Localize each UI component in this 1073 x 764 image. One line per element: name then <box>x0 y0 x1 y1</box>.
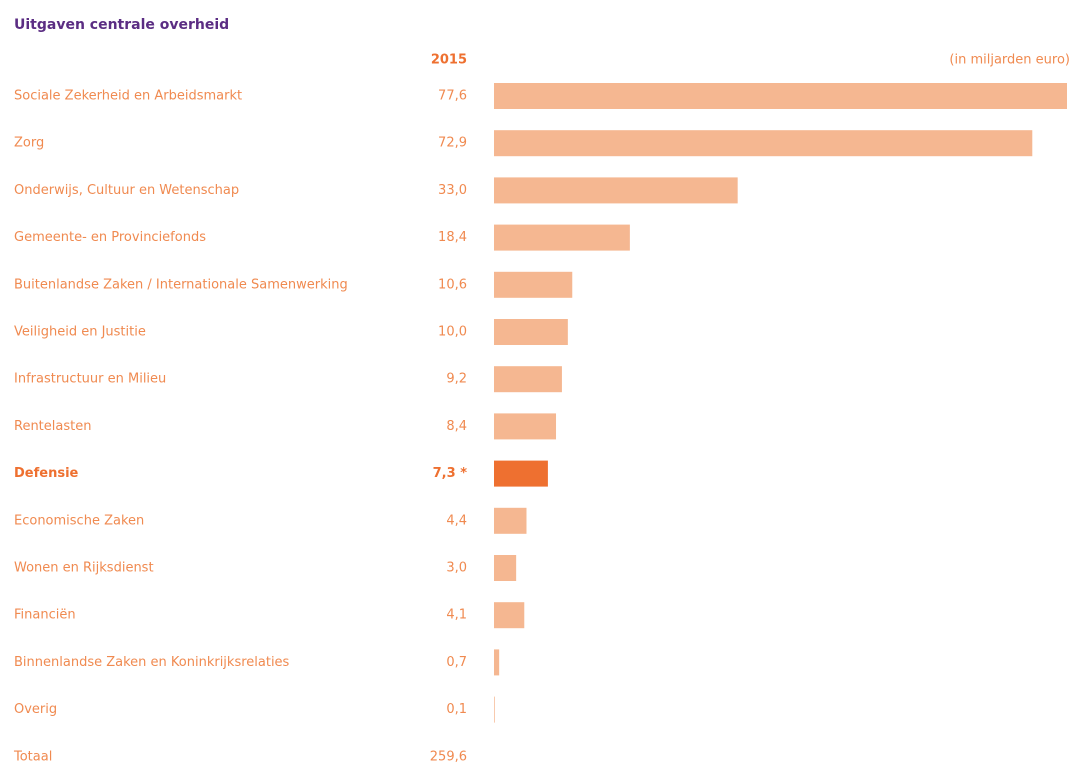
unit-label: (in miljarden euro) <box>949 53 1070 68</box>
value-label: 9,2 <box>446 372 467 387</box>
bar <box>494 413 557 440</box>
value-label: 3,0 <box>446 561 467 576</box>
value-label: 8,4 <box>446 419 467 434</box>
category-label: Gemeente- en Provinciefonds <box>14 230 206 245</box>
bar <box>494 177 738 204</box>
value-label: 33,0 <box>438 183 467 198</box>
value-label: 0,1 <box>446 702 467 717</box>
value-label: 10,6 <box>438 277 467 292</box>
bar <box>494 224 630 251</box>
category-label: Wonen en Rijksdienst <box>14 561 154 576</box>
total-value: 259,6 <box>430 749 467 764</box>
bar <box>494 460 548 487</box>
bar <box>494 319 568 345</box>
value-label: 72,9 <box>438 136 467 151</box>
category-label: Binnenlandse Zaken en Koninkrijksrelatie… <box>14 655 290 670</box>
value-label: 77,6 <box>438 89 467 104</box>
category-label: Onderwijs, Cultuur en Wetenschap <box>14 183 239 198</box>
value-label: 4,1 <box>446 608 467 623</box>
category-label: Defensie <box>14 466 79 481</box>
bar <box>494 83 1067 109</box>
bar <box>494 602 525 629</box>
bar <box>494 366 562 393</box>
bar <box>494 130 1033 157</box>
value-label: 10,0 <box>438 325 467 340</box>
value-label: 7,3 * <box>433 466 468 481</box>
category-label: Sociale Zekerheid en Arbeidsmarkt <box>14 89 242 104</box>
category-label: Economische Zaken <box>14 513 144 528</box>
bar <box>494 649 500 676</box>
category-label: Veiligheid en Justitie <box>14 325 146 340</box>
value-label: 4,4 <box>446 513 467 528</box>
column-header: 2015 <box>431 53 467 68</box>
chart-title: Uitgaven centrale overheid <box>14 17 229 33</box>
category-label: Buitenlandse Zaken / Internationale Same… <box>14 277 348 292</box>
bar <box>494 696 495 723</box>
category-label: Infrastructuur en Milieu <box>14 372 166 387</box>
value-label: 18,4 <box>438 230 467 245</box>
category-label: Overig <box>14 702 57 717</box>
value-label: 0,7 <box>446 655 467 670</box>
bar <box>494 507 527 534</box>
category-label: Zorg <box>14 136 44 151</box>
bar <box>494 271 573 298</box>
category-label: Financiën <box>14 608 76 623</box>
total-label: Totaal <box>13 749 52 764</box>
category-label: Rentelasten <box>14 419 91 434</box>
bar <box>494 555 517 581</box>
